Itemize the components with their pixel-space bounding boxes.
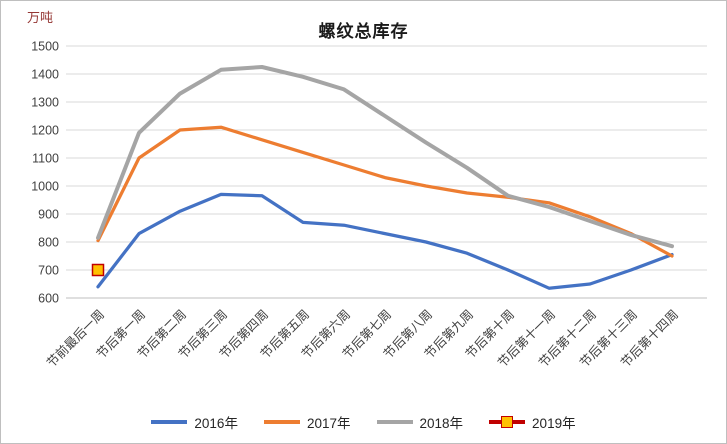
- x-axis-category-label: 节前最后一周: [43, 307, 107, 371]
- legend-square-marker-2019: [501, 416, 514, 428]
- chart-legend: 2016年 2017年 2018年 2019年: [1, 412, 726, 432]
- legend-item-2019: 2019年: [489, 412, 576, 432]
- y-axis-tick-label: 1000: [31, 180, 59, 194]
- series-marker-3: [91, 263, 105, 277]
- y-axis-tick-label: 700: [38, 264, 59, 278]
- legend-label-2018: 2018年: [419, 416, 464, 431]
- y-axis-tick-label: 600: [38, 292, 59, 306]
- y-axis-tick-label: 1100: [32, 152, 59, 166]
- y-axis-tick-label: 1300: [31, 96, 59, 110]
- y-axis-tick-label: 1200: [31, 124, 59, 138]
- legend-label-2019: 2019年: [532, 416, 576, 431]
- y-axis-tick-label: 1400: [31, 68, 59, 82]
- y-axis-tick-label: 800: [38, 236, 59, 250]
- legend-line-swatch-2016: [151, 420, 188, 424]
- chart-title: 螺纹总库存: [318, 22, 409, 41]
- y-axis-unit-label: 万吨: [27, 10, 54, 25]
- legend-item-2018: 2018年: [376, 412, 464, 432]
- legend-item-2017: 2017年: [263, 412, 351, 432]
- series-line-2: [96, 65, 674, 249]
- y-axis-tick-label: 1500: [31, 40, 59, 54]
- legend-line-swatch-2018: [376, 420, 413, 424]
- series-line-0: [96, 192, 674, 290]
- legend-line-swatch-2019: [489, 416, 526, 428]
- legend-item-2016: 2016年: [151, 412, 238, 432]
- y-axis-tick-label: 900: [38, 208, 59, 222]
- series-line-1: [96, 125, 674, 258]
- legend-label-2017: 2017年: [306, 416, 351, 431]
- legend-label-2016: 2016年: [194, 416, 238, 431]
- legend-line-swatch-2017: [263, 420, 300, 424]
